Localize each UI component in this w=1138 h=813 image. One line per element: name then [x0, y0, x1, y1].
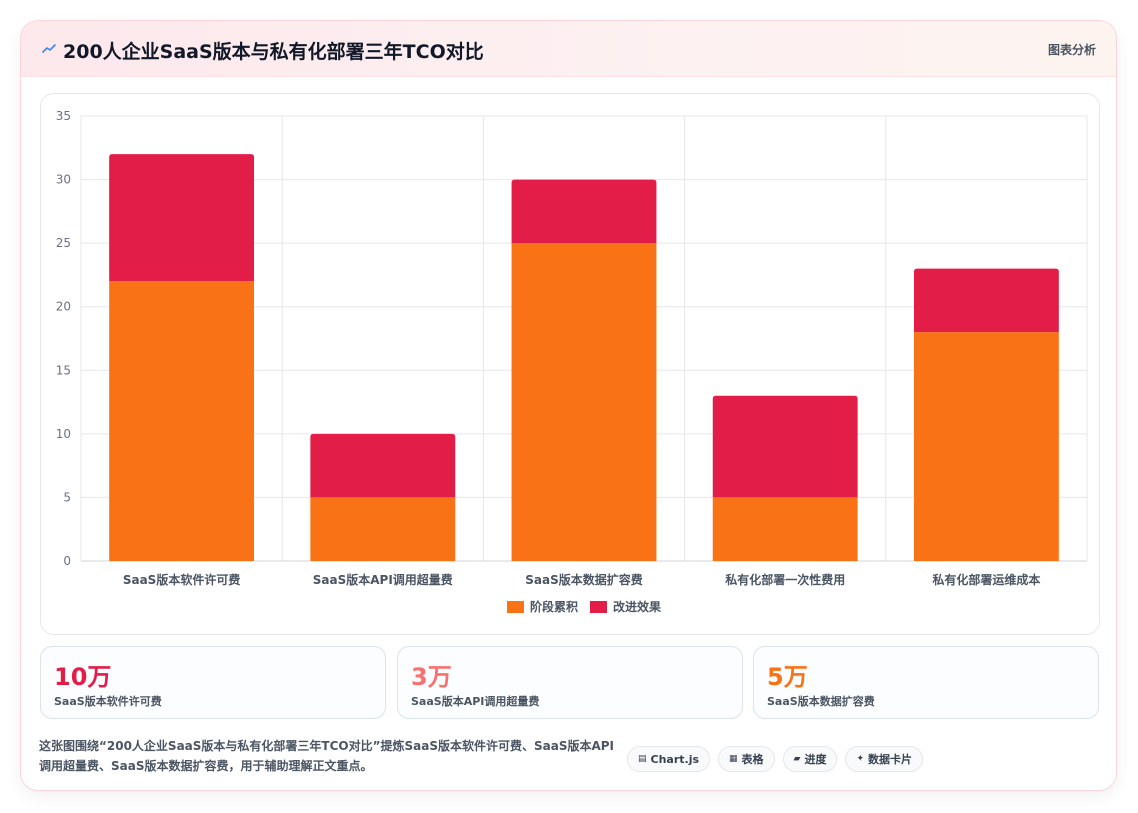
x-tick-label: SaaS版本数据扩容费 — [525, 572, 642, 587]
stat-value: 10万 — [54, 663, 112, 691]
y-tick-label: 0 — [63, 554, 71, 568]
page-title: 200人企业SaaS版本与私有化部署三年TCO对比 — [63, 41, 484, 63]
stat-label: SaaS版本数据扩容费 — [767, 695, 875, 708]
y-tick-label: 25 — [56, 236, 71, 250]
bar-segment — [511, 179, 657, 244]
chip-progress[interactable]: ▰ 进度 — [782, 746, 838, 772]
chip-label: 数据卡片 — [868, 753, 913, 766]
chart-line-icon — [42, 44, 56, 53]
chip-label: 进度 — [804, 753, 827, 766]
chip-label: 表格 — [741, 753, 764, 766]
card-header: 200人企业SaaS版本与私有化部署三年TCO对比 图表分析 — [21, 21, 1116, 77]
bar-segment — [310, 497, 456, 561]
legend-label: 阶段累积 — [530, 599, 578, 614]
legend-label: 改进效果 — [613, 599, 661, 614]
bar-segment — [712, 497, 858, 561]
bar-segment — [913, 332, 1059, 561]
bar-chart: 0 5 10 15 20 25 30 35 SaaS版本软件许可费 SaaS版本API调用超量费 S… — [56, 109, 1088, 614]
bar-segment — [712, 395, 858, 498]
legend-swatch — [590, 601, 607, 613]
stat-card-1: 10万 SaaS版本软件许可费 — [40, 646, 386, 719]
sparkle-icon: ✦ — [856, 754, 865, 764]
y-tick-label: 30 — [56, 173, 71, 187]
stat-label: SaaS版本软件许可费 — [54, 695, 162, 708]
chip-label: Chart.js — [650, 752, 700, 766]
chart-description: 这张图围绕“200人企业SaaS版本与私有化部署三年TCO对比”提炼SaaS版本… — [39, 739, 615, 773]
tech-chips: ▤ Chart.js ▦ 表格 ▰ 进度 ✦ 数据卡片 — [627, 746, 924, 772]
bar-segment — [913, 268, 1059, 333]
chart-card: 200人企业SaaS版本与私有化部署三年TCO对比 图表分析 0 5 10 15 20 2… — [20, 20, 1117, 791]
stat-value: 5万 — [767, 663, 808, 691]
stat-value: 3万 — [411, 663, 452, 691]
x-tick-label: SaaS版本API调用超量费 — [313, 572, 453, 587]
chart-analysis-tag[interactable]: 图表分析 — [1047, 43, 1096, 57]
bar-segment — [109, 281, 255, 561]
y-tick-label: 35 — [56, 109, 71, 123]
chart-icon: ▤ — [638, 754, 647, 764]
x-tick-label: 私有化部署运维成本 — [931, 572, 1040, 587]
bar-segment — [109, 154, 255, 282]
y-tick-label: 5 — [63, 490, 71, 504]
bar-segment — [310, 433, 456, 498]
chart-container: 0 5 10 15 20 25 30 35 SaaS版本软件许可费 SaaS版本API调用超量费 S… — [40, 93, 1100, 635]
table-icon: ▦ — [729, 754, 738, 764]
progress-icon: ▰ — [793, 754, 801, 764]
chip-data-card[interactable]: ✦ 数据卡片 — [845, 746, 924, 772]
stat-card-3: 5万 SaaS版本数据扩容费 — [753, 646, 1099, 719]
stat-label: SaaS版本API调用超量费 — [411, 695, 540, 708]
legend-swatch — [507, 601, 524, 613]
chip-chartjs[interactable]: ▤ Chart.js — [627, 746, 711, 772]
x-tick-label: 私有化部署一次性费用 — [724, 572, 845, 587]
stat-card-2: 3万 SaaS版本API调用超量费 — [397, 646, 743, 719]
y-tick-label: 20 — [56, 300, 71, 314]
x-tick-label: SaaS版本软件许可费 — [123, 572, 240, 587]
bar-segment — [511, 243, 657, 561]
chip-table[interactable]: ▦ 表格 — [718, 746, 775, 772]
y-tick-label: 15 — [56, 363, 71, 377]
y-tick-label: 10 — [56, 427, 71, 441]
